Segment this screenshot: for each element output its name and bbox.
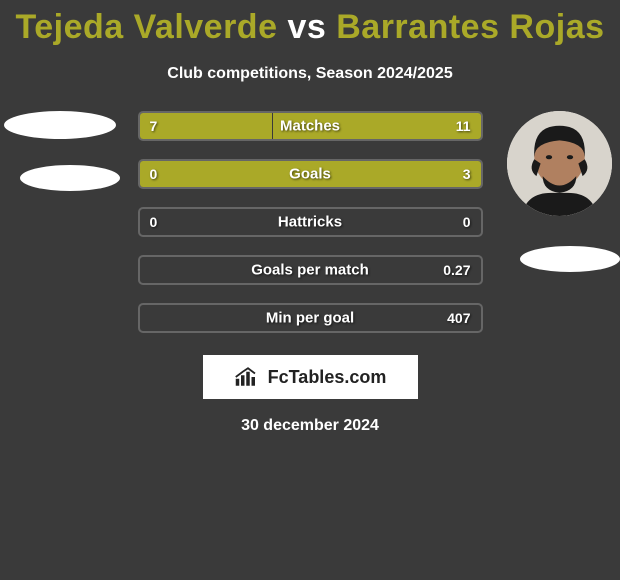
stat-value-right: 407 (447, 310, 470, 326)
player1-club-ellipse (20, 165, 120, 191)
stat-row: Matches7 11 (138, 111, 483, 141)
player1-avatar-ellipse (4, 111, 116, 139)
logo-chart-icon (234, 366, 262, 388)
stat-label: Goals per match (140, 262, 481, 279)
stat-label: Matches (140, 118, 481, 135)
stat-value-right: 0 (463, 214, 471, 230)
logo-box: FcTables.com (203, 355, 418, 399)
stat-label: Hattricks (140, 214, 481, 231)
stat-label: Min per goal (140, 310, 481, 327)
vs-text: vs (287, 8, 326, 46)
stat-row: Min per goal407 (138, 303, 483, 333)
stat-value-left: 0 (150, 166, 158, 182)
player1-name: Tejeda Valverde (15, 8, 277, 46)
subtitle: Club competitions, Season 2024/2025 (0, 65, 620, 83)
logo-text: FcTables.com (268, 367, 387, 388)
comparison-title: Tejeda Valverde vs Barrantes Rojas (0, 0, 620, 47)
stat-value-left: 0 (150, 214, 158, 230)
stat-bars: Matches711Goals03Hattricks00Goals per ma… (138, 111, 483, 333)
date-text: 30 december 2024 (0, 417, 620, 435)
stat-value-left: 7 (150, 118, 158, 134)
player2-name: Barrantes Rojas (336, 8, 604, 46)
stat-label: Goals (140, 166, 481, 183)
stat-value-right: 3 (463, 166, 471, 182)
player2-club-ellipse (520, 246, 620, 272)
stat-row: Hattricks0 0 (138, 207, 483, 237)
stat-value-right: 11 (456, 118, 471, 134)
stat-row: Goals per match0.27 (138, 255, 483, 285)
player2-avatar (507, 111, 612, 216)
stat-value-right: 0.27 (443, 262, 470, 278)
stats-area: Matches711Goals03Hattricks00Goals per ma… (0, 111, 620, 333)
stat-row: Goals0 3 (138, 159, 483, 189)
